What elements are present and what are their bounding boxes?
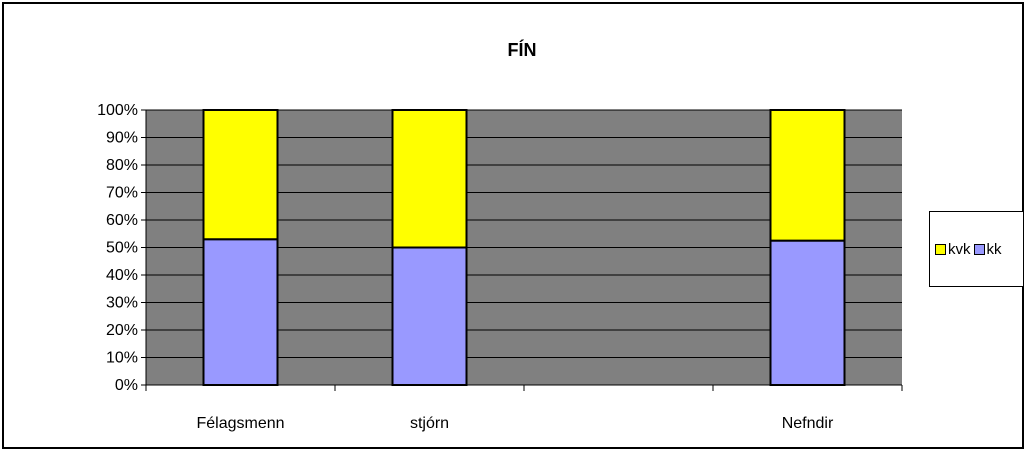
chart-title: FÍN bbox=[508, 39, 537, 60]
y-tick-label: 60% bbox=[106, 212, 138, 229]
bar-kk bbox=[769, 239, 846, 386]
y-tick-label: 30% bbox=[106, 295, 138, 312]
legend-item-kvk: kvk bbox=[935, 241, 971, 258]
y-tick-label: 100% bbox=[97, 102, 138, 119]
bar-kk bbox=[202, 238, 279, 386]
bar-kvk bbox=[202, 109, 279, 241]
bar-kvk bbox=[769, 109, 846, 242]
bar-kvk bbox=[391, 109, 468, 249]
x-tick-label: Nefndir bbox=[782, 415, 834, 432]
y-tick-label: 70% bbox=[106, 185, 138, 202]
x-tick-label: Félagsmenn bbox=[196, 415, 284, 432]
legend-swatch-kk bbox=[973, 243, 985, 255]
legend-swatch-kvk bbox=[935, 243, 946, 255]
x-tick-label: stjórn bbox=[410, 415, 449, 432]
legend-label-kvk: kvk bbox=[948, 240, 971, 258]
plot-area: 0% 10% 20% 30% 40% 50% 60% 70% 80% 90% 100% Félagsm… bbox=[97, 102, 903, 432]
legend-label-kk: kk bbox=[986, 240, 1002, 258]
y-tick-label: 80% bbox=[106, 157, 138, 174]
legend-item-kk: kk bbox=[973, 240, 1002, 258]
legend: kvk kk bbox=[929, 211, 1024, 287]
y-tick-label: 40% bbox=[106, 267, 138, 284]
bar-kk bbox=[391, 246, 468, 386]
y-tick-label: 0% bbox=[115, 377, 138, 394]
y-tick-label: 50% bbox=[106, 240, 138, 257]
y-tick-label: 20% bbox=[106, 322, 138, 339]
y-tick-label: 90% bbox=[106, 130, 138, 147]
y-tick-label: 10% bbox=[106, 350, 138, 367]
